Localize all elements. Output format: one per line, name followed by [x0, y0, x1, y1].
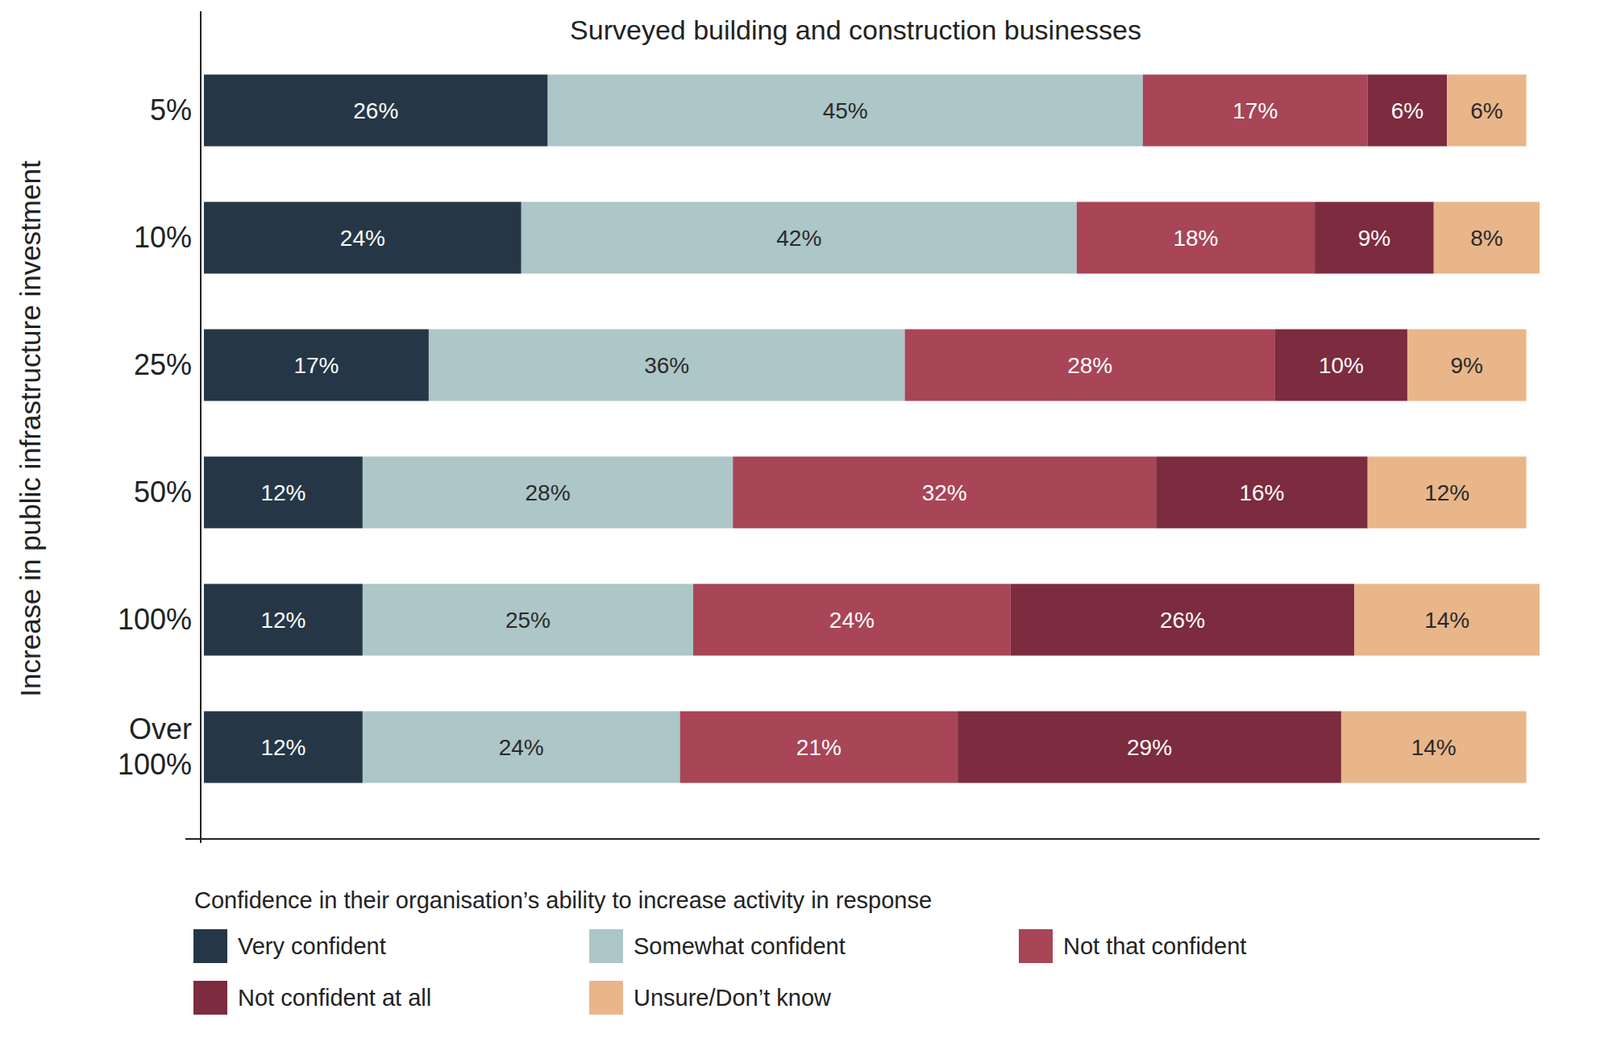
bar-segment: [362, 584, 694, 657]
data-label: 28%: [1067, 353, 1113, 379]
data-label: 8%: [1470, 225, 1503, 251]
y-tick-label: 25%: [133, 348, 192, 382]
data-label: 10%: [1318, 353, 1364, 379]
data-label: 18%: [1172, 225, 1218, 251]
data-label: 21%: [796, 735, 842, 761]
title: Surveyed building and construction busin…: [569, 14, 1142, 46]
data-label: 24%: [829, 607, 875, 633]
bar-segment: [428, 329, 906, 402]
legend-swatch: [193, 929, 228, 964]
bars: [203, 74, 1540, 784]
y-tick-label: Over100%: [117, 712, 192, 782]
data-label: 28%: [525, 480, 571, 506]
data-label: 14%: [1424, 607, 1470, 633]
data-label: 12%: [260, 735, 306, 761]
data-label: 9%: [1450, 353, 1484, 379]
y-tick-label: 10%: [133, 220, 192, 254]
legend-title: Confidence in their organisation’s abili…: [194, 887, 932, 914]
legend-label: Not confident at all: [237, 984, 432, 1011]
legend-label: Not that confident: [1063, 933, 1247, 960]
y-tick-label: 100%: [117, 602, 192, 636]
data-label: 14%: [1411, 735, 1457, 761]
bar-segment: [1142, 74, 1368, 147]
y-tick-label: 5%: [149, 93, 192, 127]
data-label: 12%: [1424, 480, 1470, 506]
bar-segment: [1367, 74, 1447, 147]
data-label: 32%: [922, 480, 968, 506]
bar-segment: [1010, 584, 1355, 657]
bar-segment: [548, 74, 1143, 147]
data-label: 12%: [260, 607, 306, 633]
y-axis-label: Increase in public infrastructure invest…: [14, 160, 46, 698]
y-axis-line: [199, 11, 202, 844]
data-label: 29%: [1126, 735, 1172, 761]
bar-segment: [362, 457, 733, 529]
y-tick-label: 50%: [133, 475, 192, 509]
bar-segment: [1446, 74, 1526, 147]
bar-segment: [203, 584, 363, 657]
legend-swatch: [589, 929, 624, 964]
bar-segment: [905, 329, 1276, 402]
bar-segment: [203, 711, 363, 784]
bar-segment: [1076, 202, 1315, 275]
data-label: 26%: [1159, 607, 1206, 633]
data-label: 16%: [1238, 480, 1285, 506]
bar-segment: [693, 584, 1011, 657]
legend-swatch: [1018, 929, 1053, 964]
bar-segment: [362, 711, 681, 784]
bar-segment: [1407, 329, 1527, 402]
data-label: 25%: [505, 607, 551, 633]
data-label: 45%: [822, 98, 869, 124]
bar-segment: [1341, 711, 1527, 784]
legend-label: Very confident: [237, 933, 387, 960]
data-labels: 26% 45% 17% 6% 6% 24% 42% 18% 9% 8% 17% 36% 28% 10% 9%…: [260, 98, 1503, 761]
bar-segment: [203, 329, 429, 402]
bar-segment: [1155, 457, 1368, 529]
data-label: 6%: [1391, 98, 1424, 124]
data-label: 17%: [293, 353, 339, 379]
data-label: 17%: [1232, 98, 1278, 124]
data-label: 24%: [498, 735, 545, 761]
bar-segment: [1367, 457, 1527, 529]
chart: Surveyed building and construction busin…: [0, 0, 1600, 1063]
bar-segment: [1275, 329, 1408, 402]
legend-swatch: [193, 980, 228, 1015]
bar-segment: [1354, 584, 1540, 657]
bar-segment: [203, 202, 522, 275]
legend: Confidence in their organisation’s abili…: [193, 887, 1247, 1015]
bar-segment: [521, 202, 1077, 275]
bar-segment: [680, 711, 959, 784]
bar-segment: [957, 711, 1342, 784]
bar-segment: [1433, 202, 1540, 275]
bar-segment: [732, 457, 1156, 529]
data-label: 42%: [776, 225, 822, 251]
bar-segment: [1314, 202, 1434, 275]
data-label: 36%: [644, 353, 690, 379]
data-label: 9%: [1358, 225, 1391, 251]
legend-swatch: [589, 980, 624, 1015]
bar-segment: [203, 74, 549, 147]
legend-label: Somewhat confident: [633, 933, 846, 960]
data-label: 6%: [1470, 98, 1503, 124]
legend-label: Unsure/Don’t know: [633, 984, 832, 1011]
data-label: 12%: [260, 480, 306, 506]
bar-segment: [203, 457, 363, 529]
data-label: 24%: [340, 225, 386, 251]
data-label: 26%: [353, 98, 399, 124]
x-axis-line: [185, 838, 1540, 840]
